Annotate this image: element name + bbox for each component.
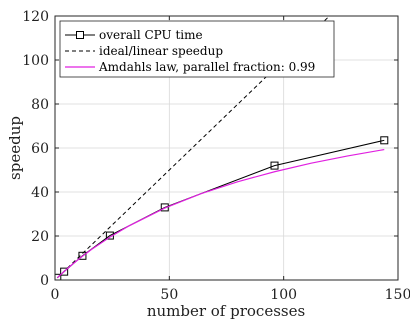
y-tick-label: 120 bbox=[22, 9, 49, 25]
y-tick-label: 40 bbox=[31, 185, 49, 201]
x-axis-label: number of processes bbox=[147, 302, 305, 320]
series-marker bbox=[55, 273, 62, 280]
series-line-2 bbox=[56, 148, 385, 279]
y-tick-label: 20 bbox=[31, 229, 49, 245]
legend-label-ideal: ideal/linear speedup bbox=[99, 44, 223, 58]
series-line-0 bbox=[56, 139, 385, 279]
y-tick-label: 100 bbox=[22, 53, 49, 69]
series-marker bbox=[380, 136, 389, 145]
legend-marker-cpu-time bbox=[76, 31, 84, 39]
x-tick-label: 100 bbox=[270, 287, 297, 303]
y-tick-label: 80 bbox=[31, 97, 49, 113]
legend-box bbox=[59, 20, 335, 78]
x-tick-label: 150 bbox=[385, 287, 410, 303]
y-tick-label: 60 bbox=[31, 141, 49, 157]
x-tick-label: 50 bbox=[160, 287, 178, 303]
x-tick-label: 0 bbox=[51, 287, 60, 303]
y-tick-label: 0 bbox=[40, 273, 49, 289]
series-marker bbox=[160, 203, 169, 212]
legend: overall CPU time ideal/linear speedup Am… bbox=[59, 20, 335, 78]
y-axis-label: speedup bbox=[6, 116, 24, 180]
axis-ticks: 0 50 100 150 0 20 40 60 80 100 120 bbox=[22, 9, 410, 303]
plot-series bbox=[55, 16, 389, 280]
series-marker bbox=[270, 161, 279, 170]
legend-label-amdahl: Amdahls law, parallel fraction: 0.99 bbox=[98, 60, 315, 74]
series-marker bbox=[60, 267, 69, 276]
legend-label-cpu-time: overall CPU time bbox=[99, 28, 203, 42]
series-marker bbox=[78, 251, 87, 260]
